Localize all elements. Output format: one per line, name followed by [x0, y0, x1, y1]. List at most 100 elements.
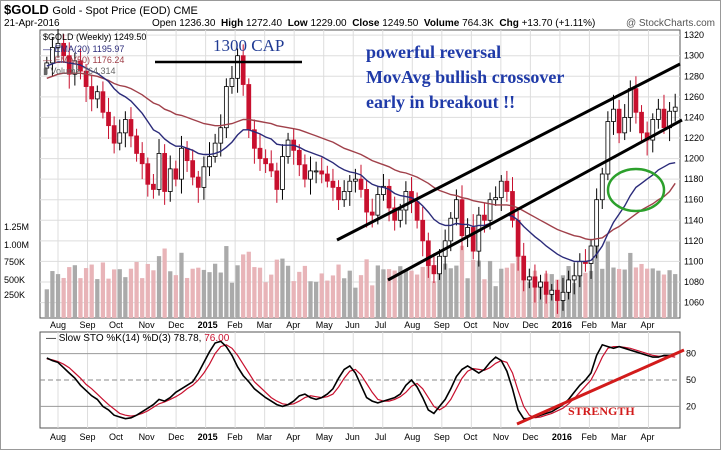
- x-tick-label: 2016: [552, 320, 572, 330]
- volume-bar: [212, 263, 218, 318]
- candle-body: [257, 147, 263, 159]
- candle-body: [212, 142, 218, 157]
- candle-body: [263, 158, 268, 165]
- legend-ema20: — EMA(20) 1195.97: [43, 44, 125, 54]
- candle-body: [521, 255, 527, 281]
- x-tick-label: Feb: [227, 320, 243, 330]
- candle-body: [173, 168, 179, 180]
- stockcharts-watermark: @ StockCharts.com: [625, 18, 715, 29]
- volume-bar: [257, 267, 263, 318]
- volume-tick-label: 1.00M: [4, 240, 29, 250]
- sto-x-tick-label: Aug: [50, 432, 66, 442]
- candle-body: [122, 119, 128, 134]
- volume-bar: [392, 270, 397, 318]
- candle-body: [482, 214, 487, 221]
- candle-body: [476, 214, 482, 252]
- volume-bar: [414, 274, 420, 318]
- candle-body: [616, 108, 622, 134]
- volume-bar: [168, 271, 173, 318]
- x-tick-label: Jul: [375, 320, 387, 330]
- candle-body: [639, 111, 644, 134]
- candle-body: [50, 47, 55, 64]
- volume-bar: [241, 254, 246, 318]
- candle-body: [425, 240, 431, 266]
- volume-bar: [347, 270, 352, 318]
- candle-body: [184, 147, 190, 162]
- candle-body: [414, 201, 420, 221]
- volume-bar: [162, 248, 167, 318]
- annotation-cap: 1300 CAP: [213, 36, 285, 55]
- volume-bar: [471, 260, 476, 318]
- volume-bar: [633, 267, 639, 318]
- volume-bar: [398, 266, 403, 318]
- volume-bar: [252, 267, 257, 318]
- price-tick-label: 1120: [684, 236, 703, 246]
- x-tick-label: Apr: [640, 320, 654, 330]
- sto-x-tick-label: Oct: [109, 432, 124, 442]
- volume-bar: [650, 268, 655, 318]
- volume-bar: [229, 282, 235, 318]
- candle-body: [111, 125, 117, 144]
- candle-body: [431, 265, 437, 275]
- x-tick-label: Nov: [139, 320, 156, 330]
- candle-body: [106, 111, 111, 127]
- volume-bar: [656, 270, 661, 318]
- candle-body: [72, 60, 78, 75]
- candle-body: [661, 108, 667, 129]
- low-value: 1229.00: [310, 18, 347, 29]
- sto-x-tick-label: Nov: [139, 432, 156, 442]
- x-tick-label: Dec: [168, 320, 185, 330]
- volume-bar: [628, 252, 633, 318]
- candle-body: [240, 55, 246, 85]
- candle-body: [487, 199, 493, 221]
- volume-bar: [426, 257, 431, 318]
- price-tick-label: 1140: [684, 215, 703, 225]
- x-tick-label: Nov: [493, 320, 510, 330]
- candle-body: [358, 178, 364, 190]
- volume-bar: [123, 277, 128, 318]
- volume-bar: [476, 260, 481, 318]
- sto-d-value: 76.00: [204, 333, 230, 344]
- x-tick-label: Aug: [404, 320, 420, 330]
- candle-body: [167, 168, 173, 192]
- volume-bar: [128, 268, 134, 318]
- sto-k-value: 78.78: [173, 333, 199, 344]
- sto-x-tick-label: Feb: [227, 432, 243, 442]
- candle-body: [179, 147, 184, 180]
- volume-bar: [370, 285, 375, 318]
- volume-bar: [145, 263, 150, 318]
- candle-body: [229, 77, 235, 87]
- stochastic-lines: [40, 340, 680, 420]
- candle-body: [100, 91, 106, 113]
- strength-trendline: [516, 348, 685, 426]
- candle-body: [392, 207, 398, 221]
- candle-body: [336, 186, 341, 201]
- sto-tick-label: 20: [686, 401, 696, 411]
- volume-bar: [50, 271, 55, 318]
- volume-tick-label: 1.25M: [4, 222, 29, 232]
- price-tick-label: 1100: [684, 256, 703, 266]
- legend-volume: ▮ Volume 764,314: [43, 66, 116, 76]
- sto-k-line: [46, 340, 676, 420]
- trendline-upper: [336, 62, 681, 242]
- annotation-line-2: MovAvg bullish crossover: [366, 67, 565, 87]
- candle-body: [364, 189, 369, 213]
- price-tick-label: 1300: [684, 51, 704, 61]
- candle-body: [162, 153, 167, 192]
- candle-body: [128, 119, 134, 137]
- volume-bar: [61, 277, 66, 318]
- volume-bar: [55, 274, 61, 318]
- price-tick-label: 1320: [684, 30, 704, 40]
- candle-body: [296, 149, 302, 166]
- volume-bar: [218, 272, 223, 318]
- candle-body: [330, 180, 336, 188]
- volume-bar: [269, 274, 274, 318]
- volume-bar: [583, 272, 588, 318]
- volume-bar: [336, 264, 341, 318]
- candle-body: [538, 281, 543, 288]
- candle-body: [195, 176, 201, 188]
- price-tick-label: 1200: [684, 154, 704, 164]
- candle-body: [302, 164, 308, 180]
- candle-body: [145, 163, 151, 185]
- axis-labels: 1060 1080 1100 1120 1140 1160 1180 1200 1220 1240…: [4, 30, 704, 442]
